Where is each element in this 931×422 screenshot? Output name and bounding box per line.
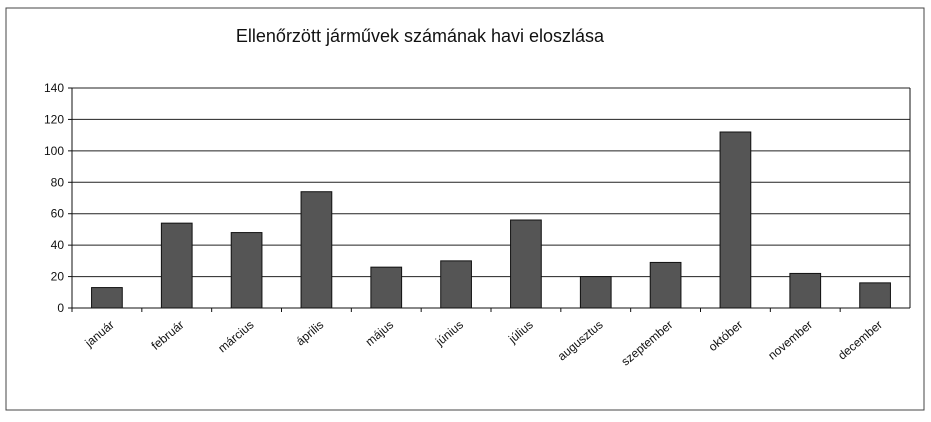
bar <box>719 131 752 309</box>
bar <box>579 276 612 309</box>
bar <box>789 272 822 309</box>
y-tick-label: 0 <box>57 301 64 315</box>
y-tick-label: 140 <box>44 81 64 95</box>
bar <box>649 261 682 309</box>
y-tick-label: 100 <box>44 144 64 158</box>
bar <box>300 191 333 309</box>
y-tick-label: 20 <box>51 270 65 284</box>
y-tick-label: 60 <box>51 207 65 221</box>
chart-border <box>5 7 925 411</box>
bar <box>440 260 472 309</box>
bar <box>91 287 123 309</box>
bar <box>510 219 542 309</box>
chart-title: Ellenőrzött járművek számának havi elosz… <box>236 26 605 46</box>
bar <box>230 232 263 309</box>
y-tick-label: 80 <box>51 175 65 189</box>
bar <box>370 266 403 309</box>
y-tick-label: 40 <box>51 238 65 252</box>
bar <box>859 282 891 309</box>
bar <box>160 222 193 309</box>
y-tick-label: 120 <box>44 112 64 126</box>
